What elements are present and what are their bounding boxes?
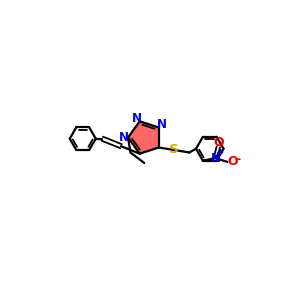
Text: N: N xyxy=(157,118,167,131)
Text: O: O xyxy=(213,136,224,149)
Text: N: N xyxy=(210,152,220,165)
Text: -: - xyxy=(236,153,241,166)
Text: N: N xyxy=(132,112,142,125)
Polygon shape xyxy=(128,121,159,154)
Text: N: N xyxy=(118,131,128,144)
Text: S: S xyxy=(169,143,179,157)
Text: O: O xyxy=(228,155,238,168)
Text: +: + xyxy=(216,148,224,158)
